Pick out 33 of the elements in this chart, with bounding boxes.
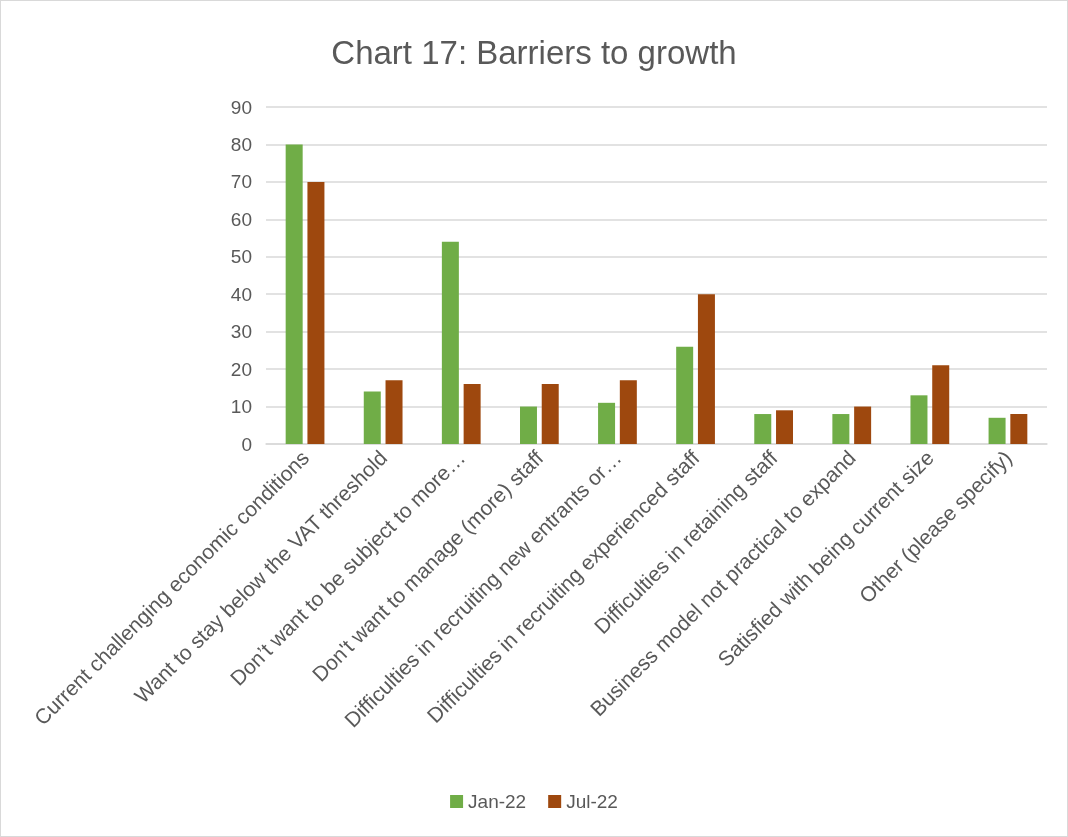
- bar: [619, 380, 637, 444]
- legend-label: Jan-22: [468, 791, 527, 812]
- bar: [676, 346, 694, 444]
- bar: [776, 410, 794, 444]
- y-tick-label: 90: [230, 96, 252, 118]
- bar: [854, 406, 872, 444]
- bar: [285, 144, 303, 444]
- y-tick-label: 80: [230, 133, 252, 155]
- y-tick-label: 0: [241, 433, 252, 455]
- y-tick-label: 30: [230, 321, 252, 343]
- y-tick-label: 60: [230, 208, 252, 230]
- y-tick-label: 50: [230, 246, 252, 268]
- y-tick-label: 40: [230, 283, 252, 305]
- bar: [519, 406, 537, 444]
- bar: [754, 414, 772, 444]
- bar: [463, 384, 481, 444]
- bar: [385, 380, 403, 444]
- bar: [363, 391, 381, 444]
- bar: [541, 384, 559, 444]
- bar: [832, 414, 850, 444]
- chart-title: Chart 17: Barriers to growth: [331, 34, 737, 71]
- y-tick-label: 20: [230, 358, 252, 380]
- legend-label: Jul-22: [566, 791, 618, 812]
- y-tick-label: 70: [230, 171, 252, 193]
- y-tick-label: 10: [230, 396, 252, 418]
- bar: [441, 241, 459, 444]
- bar: [1010, 414, 1028, 444]
- bar: [598, 402, 616, 444]
- bar: [932, 365, 950, 444]
- bar: [988, 417, 1006, 444]
- bar: [697, 294, 715, 444]
- bar: [307, 181, 325, 444]
- bar: [910, 395, 928, 444]
